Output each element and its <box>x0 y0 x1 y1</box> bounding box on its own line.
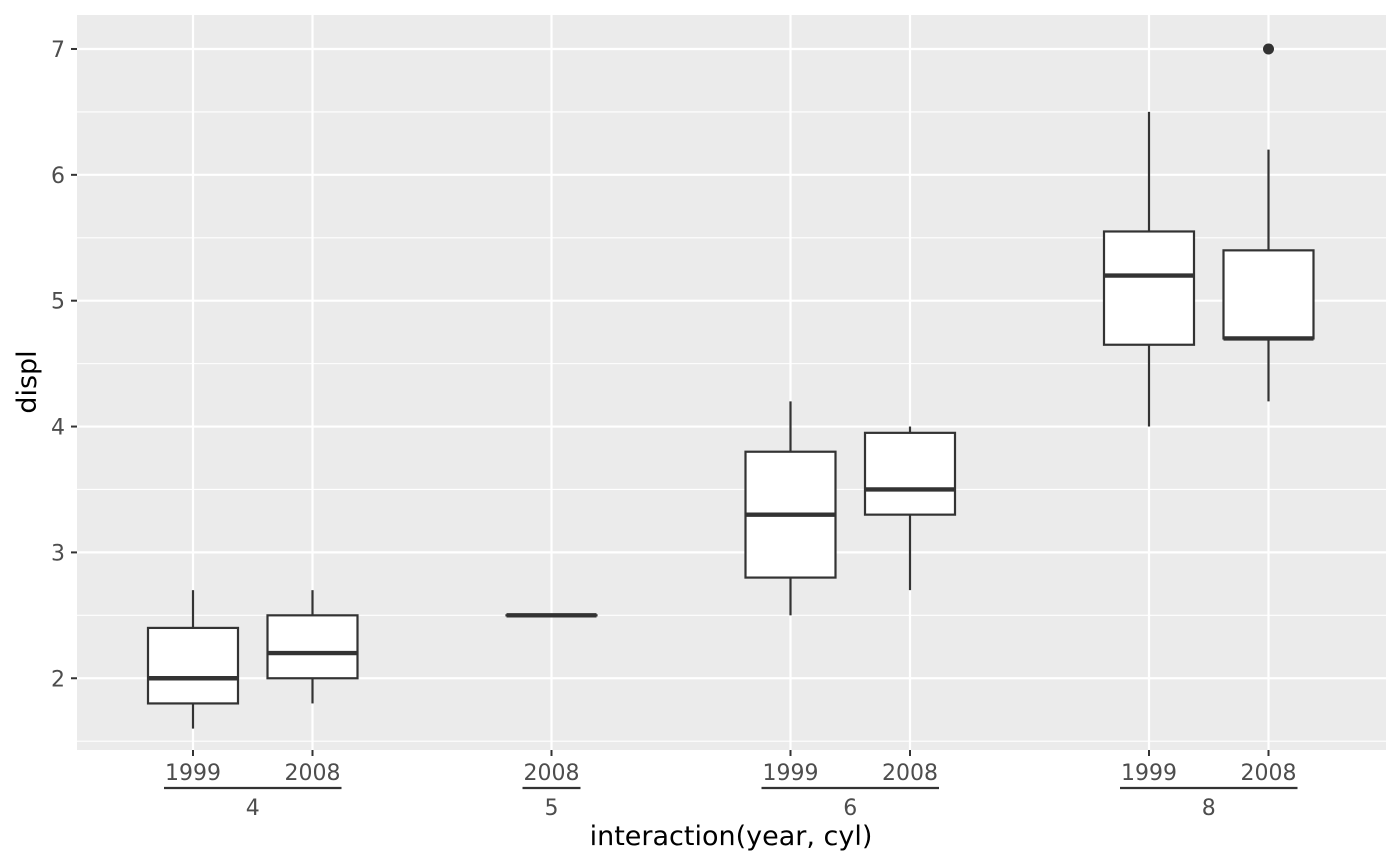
x-tick-label: 1999 <box>165 761 221 786</box>
x-tick-label: 2008 <box>1241 761 1297 786</box>
y-axis-title: displ <box>12 350 43 413</box>
box-6-1999 <box>744 401 837 616</box>
box-4-1999 <box>146 590 240 729</box>
y-tick-label: 4 <box>51 416 65 441</box>
box-body <box>146 626 240 705</box>
outlier-point <box>1263 43 1274 55</box>
box-body <box>1222 249 1315 340</box>
y-tick-label: 7 <box>51 38 65 63</box>
y-tick-label: 2 <box>51 667 65 692</box>
x-tick-label: 2008 <box>882 761 938 786</box>
box-body <box>266 614 359 680</box>
box-body <box>1102 230 1196 346</box>
y-tick-label: 3 <box>51 541 65 566</box>
box-4-2008 <box>266 590 359 704</box>
group-label: 8 <box>1202 796 1216 821</box>
y-tick-label: 6 <box>51 164 65 189</box>
x-tick-label: 2008 <box>524 761 580 786</box>
x-axis: 1999 2008 2008 1999 2008 1999 2008 4 5 6 8 <box>164 750 1298 821</box>
box-8-1999 <box>1102 111 1196 427</box>
box-8-2008 <box>1222 43 1315 402</box>
box-6-2008 <box>863 426 957 591</box>
group-label: 4 <box>246 796 260 821</box>
x-tick-label: 1999 <box>763 761 819 786</box>
x-tick-label: 2008 <box>285 761 341 786</box>
box-series <box>146 43 1315 729</box>
x-tick-label: 1999 <box>1121 761 1177 786</box>
y-tick-label: 5 <box>51 290 65 315</box>
y-axis: 2 3 4 5 6 7 <box>51 38 77 692</box>
group-label: 5 <box>545 796 559 821</box>
x-axis-title: interaction(year, cyl) <box>590 821 873 852</box>
group-label: 6 <box>843 796 857 821</box>
box-body <box>863 431 957 516</box>
